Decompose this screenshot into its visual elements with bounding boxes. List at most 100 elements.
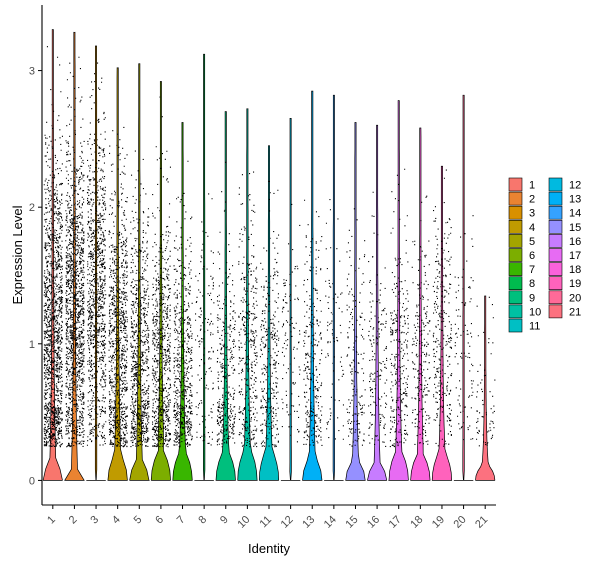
violin-5 (129, 63, 151, 481)
x-tick-label-6: 6 (153, 514, 166, 527)
violin-10 (237, 108, 258, 481)
legend-label-8: 8 (529, 278, 535, 290)
legend-key-5 (508, 234, 523, 248)
legend-label-16: 16 (569, 236, 581, 248)
legend-label-12: 12 (569, 180, 581, 192)
legend-label-19: 19 (569, 278, 581, 290)
legend-key-6 (508, 248, 523, 262)
violin-15 (345, 122, 366, 481)
x-tick-label-12: 12 (279, 514, 296, 531)
legend-label-4: 4 (529, 222, 535, 234)
violin-14 (324, 94, 344, 481)
x-tick-label-20: 20 (452, 514, 469, 531)
points-7 (173, 160, 193, 448)
y-ticks: 0 1 2 3 (29, 66, 42, 487)
x-tick-label-14: 14 (322, 514, 339, 531)
violin-20 (453, 94, 474, 481)
x-tick-label-11: 11 (258, 514, 275, 531)
legend-key-2 (508, 191, 523, 206)
legend-label-15: 15 (569, 222, 581, 234)
legend-label-7: 7 (529, 264, 535, 276)
legend-label-21: 21 (569, 306, 581, 318)
violin-7 (172, 122, 193, 481)
legend-label-2: 2 (529, 194, 535, 206)
legend-key-14 (548, 205, 563, 220)
legend-label-18: 18 (569, 264, 581, 276)
x-tick-label-15: 15 (343, 514, 360, 531)
x-tick-label-18: 18 (408, 514, 425, 531)
legend-key-4 (508, 220, 523, 234)
x-tick-label-4: 4 (110, 514, 123, 527)
points-11 (259, 180, 280, 448)
legend-key-7 (508, 262, 523, 276)
violin-2 (64, 31, 85, 481)
x-tick-label-5: 5 (132, 514, 145, 527)
legend-label-14: 14 (569, 208, 581, 220)
x-tick-label-16: 16 (365, 514, 382, 531)
points-17 (389, 168, 409, 448)
points-9 (216, 161, 236, 448)
legend-key-13 (548, 191, 563, 206)
x-tick-label-21: 21 (473, 514, 490, 531)
legend-label-13: 13 (569, 194, 581, 206)
violin-4 (107, 67, 128, 481)
violin-12 (280, 118, 301, 481)
violin-17 (387, 100, 409, 481)
legend-label-1: 1 (529, 180, 535, 192)
violin-6 (150, 81, 171, 481)
violin-19 (431, 165, 453, 481)
legend-key-10 (508, 304, 523, 319)
x-tick-label-8: 8 (196, 514, 209, 527)
y-tick-label-0: 0 (29, 475, 35, 487)
violin-16 (367, 124, 388, 481)
x-tick-label-19: 19 (430, 514, 447, 531)
points-3 (86, 62, 107, 446)
points-14 (325, 199, 345, 440)
legend-label-20: 20 (569, 292, 581, 304)
legend-key-15 (548, 220, 563, 234)
points-12 (281, 203, 301, 443)
y-tick-label-1: 1 (29, 339, 35, 351)
x-ticks: 1 2 3 4 5 6 7 8 9 10 11 12 13 14 15 16 17 18 19 20 21 (45, 505, 490, 531)
legend-label-10: 10 (529, 306, 541, 318)
legend-key-1 (508, 177, 523, 192)
points-19 (432, 169, 453, 447)
points-1 (43, 46, 64, 448)
legend-key-20 (548, 290, 563, 305)
x-axis-title: Identity (248, 541, 290, 556)
legend-key-18 (548, 262, 563, 276)
legend-label-3: 3 (529, 208, 535, 220)
legend-label-5: 5 (529, 236, 535, 248)
x-tick-label-13: 13 (300, 514, 317, 531)
legend-key-3 (508, 205, 523, 220)
points-5 (130, 150, 150, 448)
x-tick-label-2: 2 (67, 514, 80, 527)
x-tick-label-10: 10 (235, 514, 252, 531)
violin-9 (215, 111, 236, 481)
legend-label-17: 17 (569, 250, 581, 262)
legend-key-11 (508, 318, 523, 333)
legend-label-6: 6 (529, 250, 535, 262)
violin-3 (86, 45, 106, 481)
legend-key-12 (548, 177, 563, 192)
legend-key-9 (508, 290, 523, 305)
legend-key-16 (548, 234, 563, 248)
x-tick-label-9: 9 (218, 514, 231, 527)
legend-key-8 (508, 276, 523, 291)
violin-layer (42, 29, 496, 481)
violin-18 (410, 127, 431, 481)
x-tick-label-7: 7 (175, 514, 188, 527)
x-tick-label-1: 1 (45, 514, 58, 527)
points-13 (303, 199, 323, 446)
violin-11 (258, 145, 280, 481)
legend-key-17 (548, 248, 563, 262)
violin-21 (475, 295, 496, 481)
legend-label-9: 9 (529, 292, 535, 304)
points-6 (151, 96, 172, 448)
jitter-points-layer (43, 46, 496, 448)
violin-13 (302, 90, 323, 481)
x-tick-label-3: 3 (88, 514, 101, 527)
legend-key-19 (548, 276, 563, 291)
